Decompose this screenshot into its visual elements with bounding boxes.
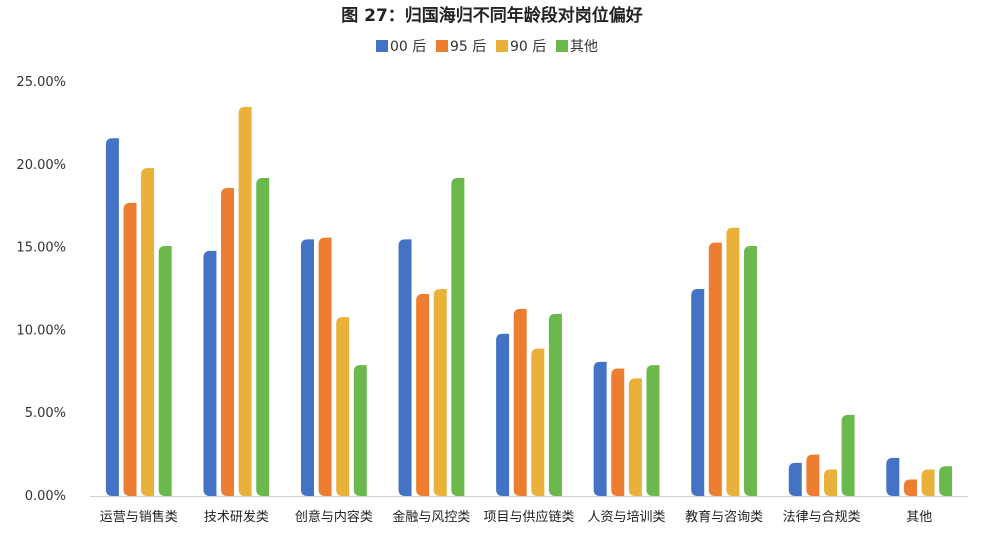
- bar: [708, 242, 722, 496]
- x-axis: 运营与销售类 技术研发类 创意与内容类 金融与风控类 项目与供应链类 人资与培训类 教育与咨…: [90, 496, 968, 525]
- bar: [141, 168, 155, 496]
- x-tick-label: 金融与风控类: [392, 509, 470, 525]
- chart-title: 图 27：归国海归不同年龄段对岗位偏好: [341, 5, 643, 26]
- legend-swatch: [376, 40, 388, 52]
- bar: [256, 178, 270, 496]
- bar: [496, 333, 510, 496]
- bar: [158, 245, 172, 496]
- bar: [903, 479, 917, 496]
- bar: [823, 469, 837, 496]
- y-tick-label: 0.00%: [25, 489, 66, 504]
- bar: [691, 289, 705, 496]
- bar: [841, 414, 855, 496]
- bar: [238, 106, 252, 496]
- y-tick-label: 15.00%: [16, 241, 66, 256]
- bar: [744, 245, 758, 496]
- bar: [318, 237, 332, 496]
- bar: [433, 289, 447, 496]
- bar: [451, 178, 465, 496]
- y-tick-label: 25.00%: [16, 75, 66, 90]
- legend-label: 90 后: [510, 39, 546, 55]
- bar: [300, 239, 314, 496]
- legend-swatch: [496, 40, 508, 52]
- legend-label: 00 后: [390, 39, 426, 55]
- bar: [886, 457, 900, 496]
- x-tick-label: 法律与合规类: [783, 510, 861, 525]
- x-tick-label: 项目与供应链类: [483, 509, 574, 525]
- bar: [123, 202, 137, 496]
- y-tick-label: 10.00%: [16, 323, 66, 338]
- bar: [203, 250, 217, 496]
- bar: [646, 365, 660, 496]
- bar: [513, 308, 527, 496]
- bar: [105, 138, 119, 496]
- legend-label: 95 后: [450, 39, 486, 55]
- bar: [628, 378, 642, 496]
- bar: [593, 361, 607, 496]
- bar: [531, 348, 545, 496]
- bar: [353, 365, 367, 496]
- x-tick-label: 技术研发类: [204, 509, 269, 525]
- x-tick-label: 人资与培训类: [588, 509, 666, 525]
- y-axis: 0.00% 5.00% 10.00% 15.00% 20.00% 25.00%: [16, 75, 66, 504]
- legend-swatch: [556, 40, 568, 52]
- x-tick-label: 其他: [906, 510, 932, 525]
- bar: [548, 313, 562, 496]
- bar: [921, 469, 935, 496]
- bar: [611, 368, 625, 496]
- legend-swatch: [436, 40, 448, 52]
- bar: [398, 239, 412, 496]
- x-tick-label: 教育与咨询类: [685, 509, 763, 525]
- bar: [221, 187, 235, 496]
- x-tick-label: 运营与销售类: [100, 509, 178, 525]
- bar: [726, 227, 740, 496]
- legend: 00 后 95 后 90 后 其他: [376, 39, 598, 55]
- y-tick-label: 5.00%: [25, 406, 66, 421]
- bar: [416, 293, 430, 496]
- bars: [105, 106, 953, 496]
- legend-label: 其他: [570, 39, 598, 55]
- x-tick-label: 创意与内容类: [295, 509, 373, 525]
- bar: [336, 317, 350, 496]
- bar: [806, 454, 820, 496]
- bar: [788, 462, 802, 496]
- y-tick-label: 20.00%: [16, 158, 66, 173]
- bar: [939, 466, 953, 496]
